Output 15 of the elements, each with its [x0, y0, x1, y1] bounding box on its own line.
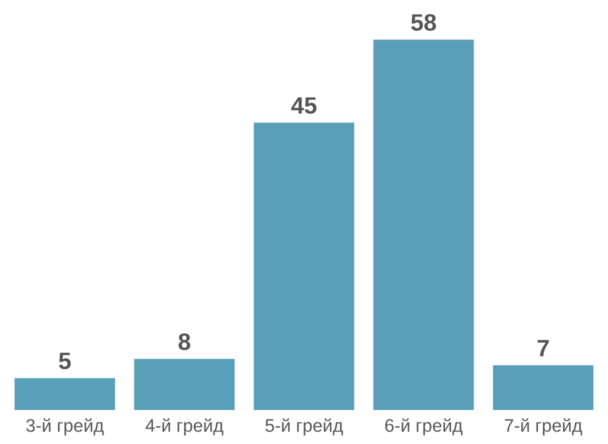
data-label: 45: [291, 97, 316, 114]
bar: [254, 122, 354, 410]
x-tick-label: 4-й грейд: [146, 418, 224, 436]
bar: [373, 40, 474, 410]
data-label: 5: [58, 352, 71, 370]
bar: [492, 365, 594, 410]
x-tick-label: 6-й грейд: [385, 418, 463, 436]
x-tick-label: 7-й грейд: [504, 418, 582, 436]
x-tick-label: 5-й грейд: [266, 418, 343, 436]
data-label: 58: [411, 14, 436, 31]
bar: [14, 378, 116, 410]
bar: [134, 358, 235, 410]
x-tick-label: 3-й грейд: [26, 418, 104, 436]
data-label: 8: [178, 333, 190, 350]
data-label: 7: [538, 340, 549, 356]
